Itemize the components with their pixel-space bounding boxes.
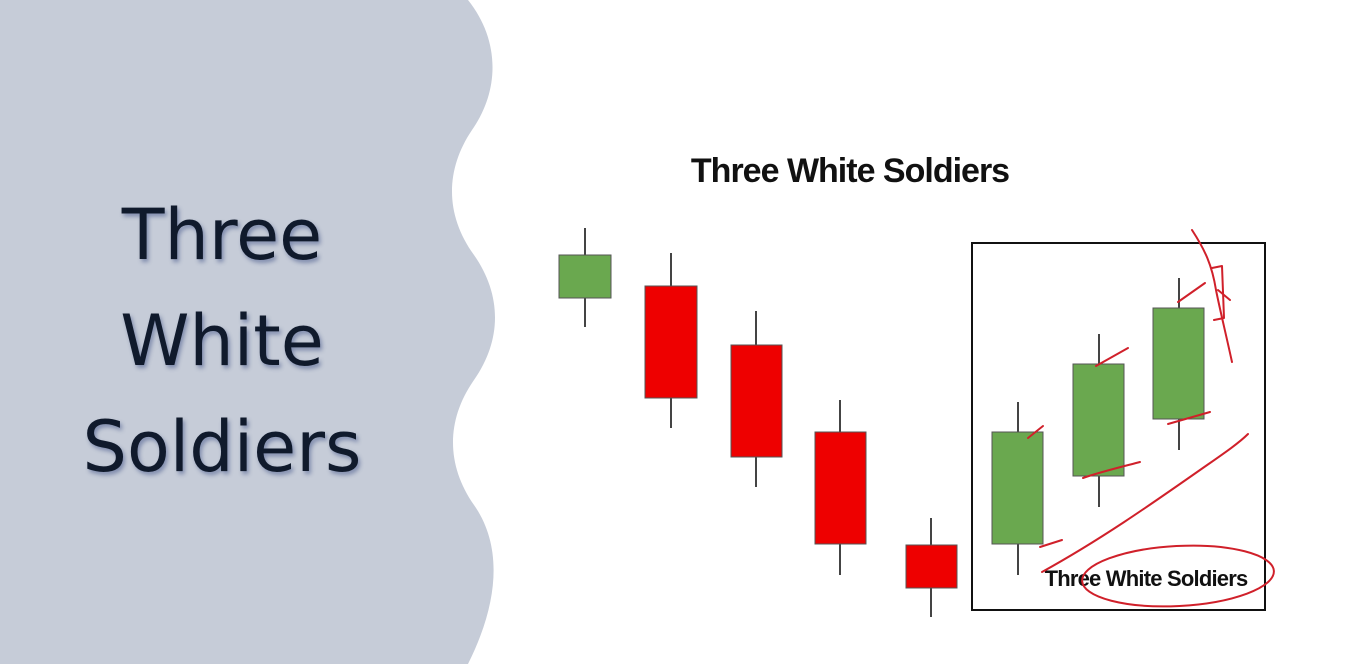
candle-body bbox=[1072, 363, 1125, 477]
slide-title-line: Three bbox=[121, 194, 323, 276]
ink-stroke bbox=[1191, 229, 1233, 363]
candle-body bbox=[905, 544, 958, 589]
ink-stroke bbox=[1095, 347, 1129, 367]
candle-body bbox=[558, 254, 612, 299]
ink-stroke bbox=[1027, 425, 1044, 439]
box-label: Three White Soldiers bbox=[1045, 566, 1248, 591]
ink-stroke bbox=[1177, 282, 1206, 303]
slide-title-line: Soldiers bbox=[83, 406, 362, 488]
candle-body bbox=[814, 431, 867, 545]
slide-title: Three White Soldiers bbox=[83, 194, 362, 488]
ink-stroke bbox=[1082, 461, 1141, 479]
candle-body bbox=[991, 431, 1044, 545]
candle-body bbox=[1152, 307, 1205, 420]
slide-title-line: White bbox=[120, 300, 324, 382]
diagram-title: Three White Soldiers bbox=[691, 152, 1009, 190]
ink-circle bbox=[1081, 544, 1275, 608]
ink-annotations bbox=[1027, 229, 1275, 608]
highlight-box bbox=[971, 242, 1266, 611]
ink-stroke bbox=[1039, 539, 1063, 548]
candle-body bbox=[644, 285, 698, 399]
ink-stroke bbox=[1041, 433, 1249, 573]
side-panel bbox=[0, 0, 495, 664]
candle-body bbox=[730, 344, 783, 458]
ink-stroke bbox=[1167, 411, 1211, 425]
candles bbox=[558, 228, 958, 617]
soldier-candles bbox=[991, 278, 1205, 575]
